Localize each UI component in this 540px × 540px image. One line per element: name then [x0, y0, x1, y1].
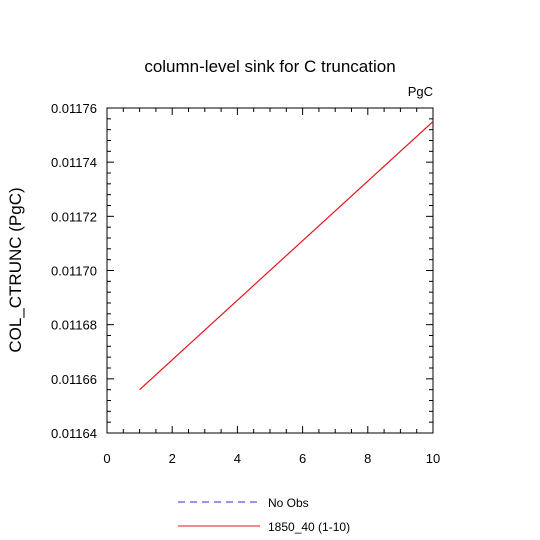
series-layer — [139, 121, 434, 391]
y-tick-label: 0.01174 — [51, 155, 97, 170]
x-tick-label: 6 — [299, 451, 306, 466]
series-line-1 — [139, 121, 434, 391]
legend-label: No Obs — [268, 496, 309, 510]
y-tick-label: 0.01164 — [51, 426, 97, 441]
legend-label: 1850_40 (1-10) — [268, 520, 350, 534]
y-tick-label: 0.01168 — [51, 318, 97, 333]
tick-labels: 0 2 4 6 8 10 0.01164 0.01166 0.01168 0.01170 0.011… — [51, 101, 440, 466]
chart-title: column-level sink for C truncation — [144, 57, 395, 76]
y-tick-label: 0.01166 — [51, 372, 97, 387]
y-tick-label: 0.01172 — [51, 209, 97, 224]
y-tick-label: 0.01176 — [51, 101, 97, 116]
x-tick-label: 2 — [169, 451, 176, 466]
x-tick-label: 4 — [234, 451, 241, 466]
y-tick-label: 0.01170 — [51, 264, 97, 279]
legend: No Obs 1850_40 (1-10) — [178, 496, 350, 534]
x-tick-label: 8 — [364, 451, 371, 466]
y-axis-label: COL_CTRUNC (PgC) — [6, 187, 25, 352]
x-tick-label: 10 — [426, 451, 440, 466]
units-label: PgC — [408, 84, 433, 99]
axis-ticks — [106, 107, 434, 434]
x-tick-label: 0 — [103, 451, 110, 466]
